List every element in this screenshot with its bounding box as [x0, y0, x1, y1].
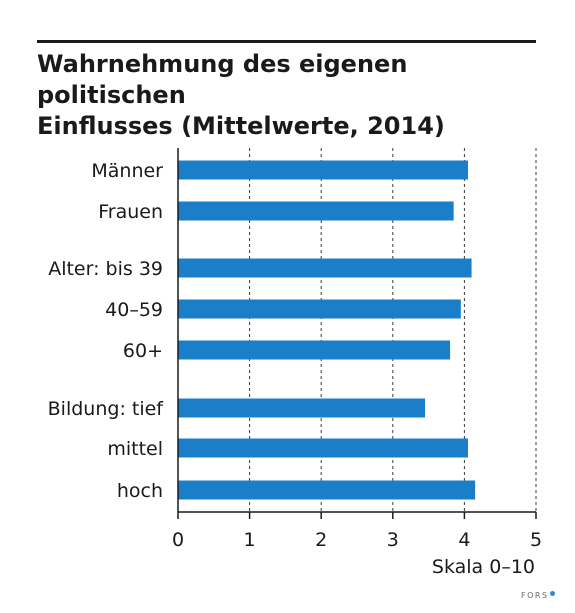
category-label: Frauen — [98, 201, 163, 223]
x-tick-label: 1 — [244, 529, 256, 551]
bar-7 — [178, 480, 476, 500]
x-axis-title: Skala 0–10 — [432, 556, 535, 578]
category-label: mittel — [107, 438, 163, 460]
chart-title: Wahrnehmung des eigenen politischen Einf… — [37, 50, 445, 140]
category-label: Alter: bis 39 — [48, 258, 163, 280]
bars — [178, 160, 476, 500]
title-rule — [37, 40, 536, 43]
x-tick-label: 2 — [315, 529, 327, 551]
category-labels: Männer Frauen Alter: bis 39 40–59 60+ Bildung… — [48, 160, 165, 502]
bar-4 — [178, 340, 451, 360]
category-label: hoch — [117, 480, 163, 502]
x-axis: 0 1 2 3 4 5 Skala 0–10 — [172, 148, 542, 578]
x-tick-label: 3 — [387, 529, 399, 551]
logo-dot-icon — [549, 591, 555, 596]
category-label: Männer — [91, 160, 163, 182]
bar-5 — [178, 398, 426, 418]
bar-1 — [178, 201, 454, 221]
fors-logo: FORS — [521, 591, 555, 600]
category-label: Bildung: tief — [48, 398, 165, 420]
bar-6 — [178, 438, 468, 458]
bar-3 — [178, 299, 461, 319]
x-tick-label: 4 — [458, 529, 470, 551]
bar-2 — [178, 258, 472, 278]
bar-0 — [178, 160, 468, 180]
category-label: 40–59 — [105, 299, 163, 321]
category-label: 60+ — [123, 340, 163, 362]
x-tick-label: 5 — [530, 529, 542, 551]
x-tick-label: 0 — [172, 529, 184, 551]
